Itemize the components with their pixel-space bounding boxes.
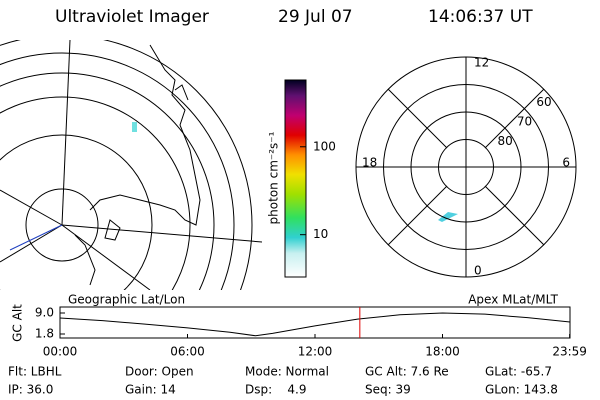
info-field: GLon: 143.8 (485, 383, 558, 397)
polar-outer-ring (355, 56, 577, 278)
x-tick-label: 06:00 (170, 345, 205, 359)
colorbar (284, 79, 307, 278)
polar-ring-label: 80 (497, 134, 512, 148)
altitude-curve (59, 312, 571, 337)
polar-ring-label: 60 (536, 95, 551, 109)
y-label: GC Alt (11, 304, 25, 342)
mlt-label: 6 (562, 156, 570, 170)
altitude-frame (59, 306, 571, 339)
info-field: Mode: Normal (245, 365, 329, 379)
y-tick-label: 9.0 (35, 306, 54, 320)
colorbar-tick-label: 100 (313, 139, 336, 153)
x-tick-label: 12:00 (298, 345, 333, 359)
x-tick-label: 00:00 (43, 345, 78, 359)
polar-ring (438, 139, 494, 195)
info-field: Seq: 39 (365, 383, 411, 397)
info-field: Flt: LBHL (8, 365, 62, 379)
info-field: Gain: 14 (125, 383, 176, 397)
info-field: Door: Open (125, 365, 194, 379)
mlt-label: 12 (474, 56, 489, 70)
time: 14:06:37 UT (428, 7, 533, 27)
right-label: Apex MLat/MLT (468, 293, 558, 307)
info-field: IP: 36.0 (8, 383, 53, 397)
date: 29 Jul 07 (278, 7, 353, 27)
info-field: GLat: -65.7 (485, 365, 552, 379)
title: Ultraviolet Imager (55, 7, 209, 27)
colorbar-label: photon cm⁻²s⁻¹ (267, 131, 281, 224)
y-tick-label: 1.8 (35, 327, 54, 341)
mlt-label: 18 (362, 156, 377, 170)
polar-ring (383, 84, 549, 250)
polar-ring (410, 111, 522, 223)
x-tick-label: 23:59 (552, 345, 587, 359)
polar-grid (356, 57, 576, 277)
left-label: Geographic Lat/Lon (68, 293, 185, 307)
info-field: Dsp: 4.9 (245, 383, 307, 397)
polar-ring-label: 70 (517, 115, 532, 129)
colorbar-tick-label: 10 (313, 227, 328, 241)
info-field: GC Alt: 7.6 Re (365, 365, 449, 379)
geographic-map (0, 40, 262, 290)
mlt-label: 0 (474, 264, 482, 278)
x-tick-label: 18:00 (425, 345, 460, 359)
